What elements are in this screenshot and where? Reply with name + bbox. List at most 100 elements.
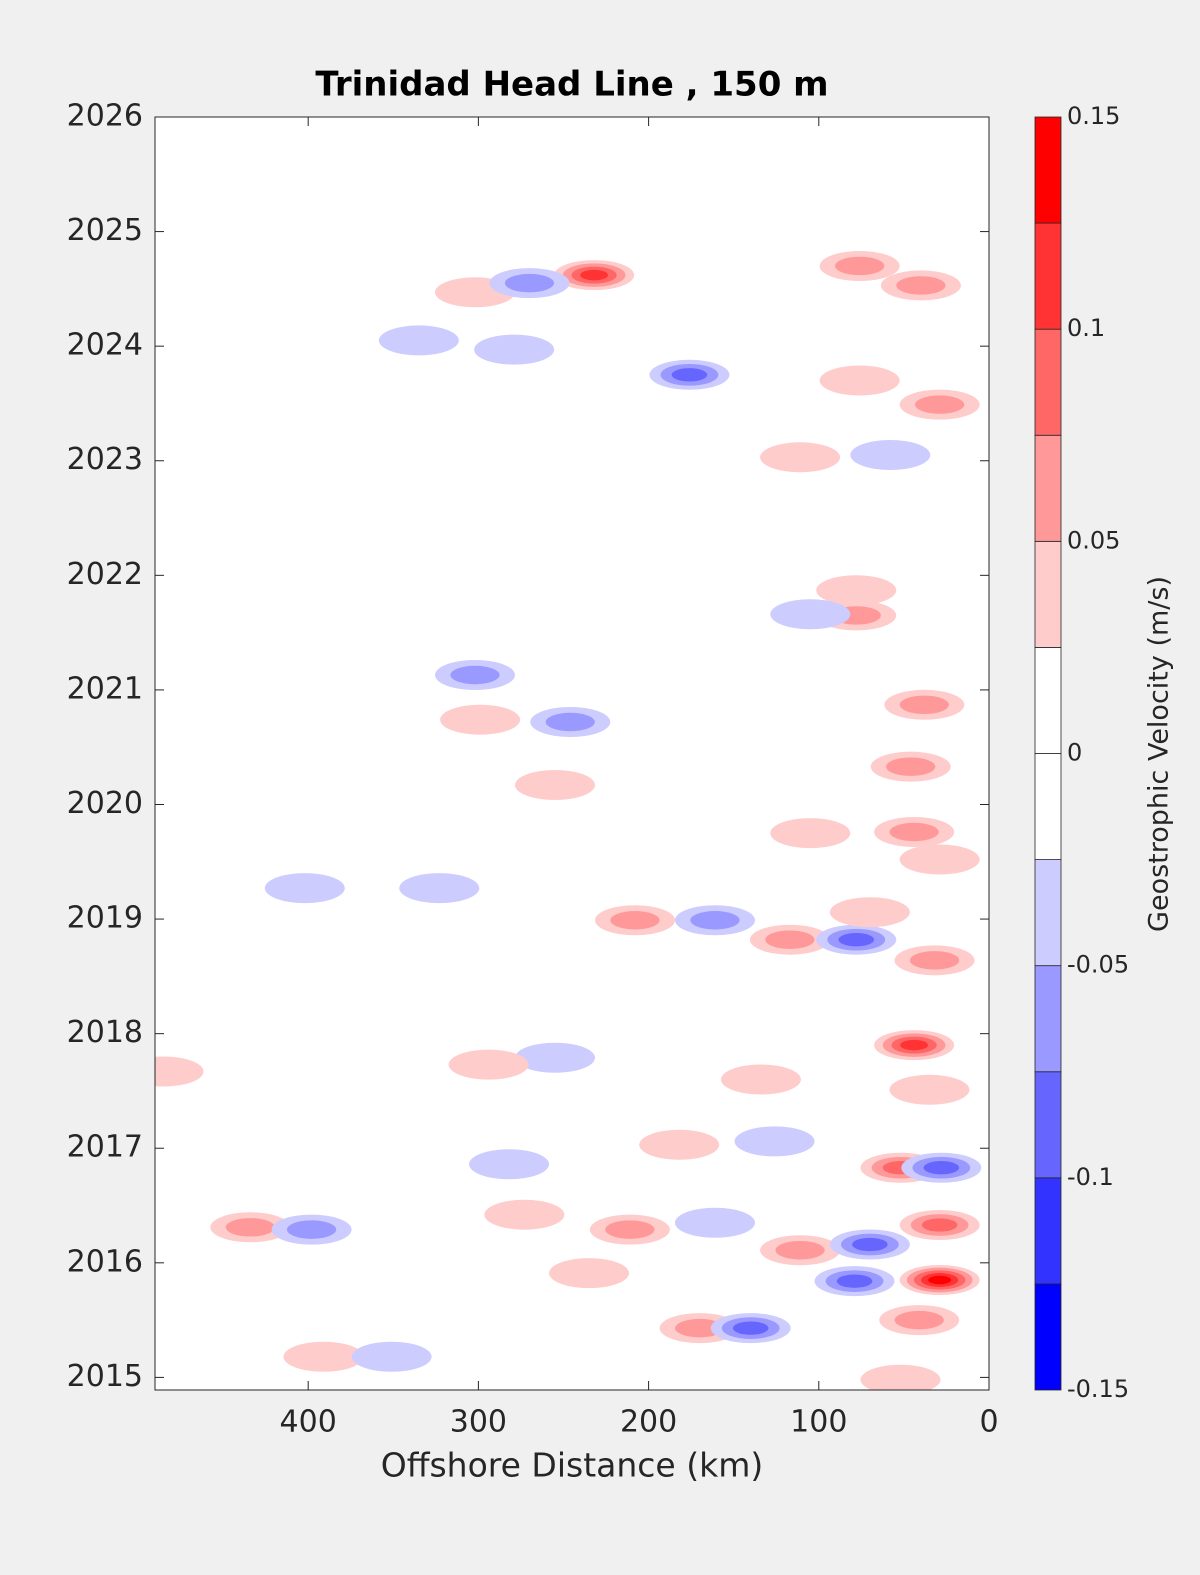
colorbar-tick-label: -0.15 — [1067, 1375, 1129, 1403]
contour-blob — [225, 1218, 275, 1237]
contour-blob — [469, 1149, 550, 1180]
y-tick-label: 2023 — [67, 442, 143, 477]
contour-blob — [770, 818, 851, 849]
contour-blob — [690, 910, 740, 930]
contour-blob — [155, 1056, 204, 1087]
contour-blob — [549, 1258, 630, 1289]
contour-blob — [545, 712, 595, 732]
axes-box — [154, 116, 990, 1391]
contour-blob — [605, 1220, 655, 1239]
contour-blob — [896, 276, 946, 295]
colorbar-label: Geostrophic Velocity (m/s) — [1144, 576, 1175, 932]
x-tick-label: 100 — [790, 1405, 847, 1440]
y-tick-label: 2017 — [67, 1130, 143, 1165]
contour-blob — [886, 757, 936, 776]
contour-blob — [514, 770, 595, 801]
y-tick-label: 2024 — [67, 328, 143, 363]
contour-blob — [894, 1310, 944, 1330]
contour-blob — [850, 440, 931, 471]
contour-blob — [900, 1039, 929, 1051]
contour-blob — [775, 1240, 825, 1260]
y-tick-label: 2020 — [67, 786, 143, 821]
y-tick-label: 2018 — [67, 1015, 143, 1050]
y-tick-label: 2022 — [67, 557, 143, 592]
contour-blob — [514, 1042, 595, 1073]
contour-blob — [921, 1218, 958, 1232]
contour-blob — [852, 1237, 888, 1252]
y-tick-label: 2019 — [67, 901, 143, 936]
contour-blob — [286, 1220, 337, 1239]
x-axis-label: Offshore Distance (km) — [381, 1446, 763, 1485]
colorbar-band — [1034, 116, 1062, 224]
y-tick-label: 2025 — [67, 213, 143, 248]
contour-blob — [835, 256, 885, 276]
contour-blob — [378, 325, 459, 356]
contour-blob — [765, 930, 815, 949]
y-tick-label: 2015 — [67, 1359, 143, 1394]
y-tick-label: 2026 — [67, 99, 143, 134]
contour-blob — [838, 933, 875, 947]
chart-title: Trinidad Head Line , 150 m — [315, 65, 828, 105]
contour-blob — [448, 1049, 529, 1080]
contour-blob — [283, 1341, 364, 1372]
x-tick-label: 400 — [280, 1405, 337, 1440]
y-tick-label: 2021 — [67, 671, 143, 706]
contour-blob — [760, 442, 841, 473]
contour-blob — [610, 910, 660, 930]
contour-blob — [923, 1161, 960, 1175]
contour-blob — [639, 1129, 720, 1160]
colorbar-band — [1034, 753, 1062, 860]
y-tick-label: 2016 — [67, 1244, 143, 1279]
colorbar-tick-label: 0.05 — [1067, 526, 1120, 554]
contour-blob — [899, 695, 949, 715]
contour-blob — [915, 395, 965, 414]
contour-blob — [399, 873, 480, 904]
contour-blob — [440, 704, 521, 735]
contour-blob — [860, 1364, 941, 1390]
contour-blob — [829, 897, 910, 928]
colorbar-tick-label: 0 — [1067, 739, 1082, 767]
x-tick-label: 0 — [979, 1405, 998, 1440]
colorbar-band — [1034, 1071, 1062, 1179]
contour-blob — [675, 1318, 725, 1338]
contour-blob — [770, 599, 851, 630]
colorbar-band — [1034, 965, 1062, 1073]
contour-blob — [909, 951, 960, 970]
contour-blob — [819, 365, 900, 396]
colorbar-band — [1034, 859, 1062, 967]
contour-blob — [504, 273, 555, 293]
contour-blob — [474, 334, 555, 365]
contour-blob — [351, 1341, 432, 1372]
contour-blob — [732, 1321, 769, 1335]
colorbar-band — [1034, 647, 1062, 754]
colorbar-band — [1034, 1283, 1062, 1391]
colorbar-band — [1034, 222, 1062, 330]
contour-blob — [734, 1126, 815, 1157]
colorbar-tick-label: -0.05 — [1067, 951, 1129, 979]
x-tick-label: 200 — [620, 1405, 677, 1440]
contour-blob — [816, 575, 897, 606]
plot-area — [155, 117, 989, 1390]
contour-blob — [580, 269, 609, 281]
x-tick-label: 300 — [450, 1405, 507, 1440]
contour-blob — [264, 873, 345, 904]
colorbar-tick-label: 0.15 — [1067, 102, 1120, 130]
contour-blob — [674, 1207, 755, 1238]
contour-field — [155, 250, 982, 1390]
contour-blob — [720, 1064, 801, 1095]
colorbar-band — [1034, 328, 1062, 436]
contour-blob — [899, 844, 980, 875]
contour-blob — [928, 1275, 952, 1285]
contour-blob — [889, 1074, 970, 1105]
colorbar-band — [1034, 434, 1062, 542]
colorbar-band — [1034, 540, 1062, 648]
colorbar-tick-label: 0.1 — [1067, 314, 1105, 342]
contour-blob — [889, 822, 939, 842]
colorbar-band — [1034, 1177, 1062, 1285]
contour-blob — [836, 1274, 873, 1288]
colorbar-tick-label: -0.1 — [1067, 1163, 1114, 1191]
contour-blob — [450, 665, 500, 685]
contour-blob — [671, 368, 708, 382]
contour-blob — [484, 1199, 565, 1230]
